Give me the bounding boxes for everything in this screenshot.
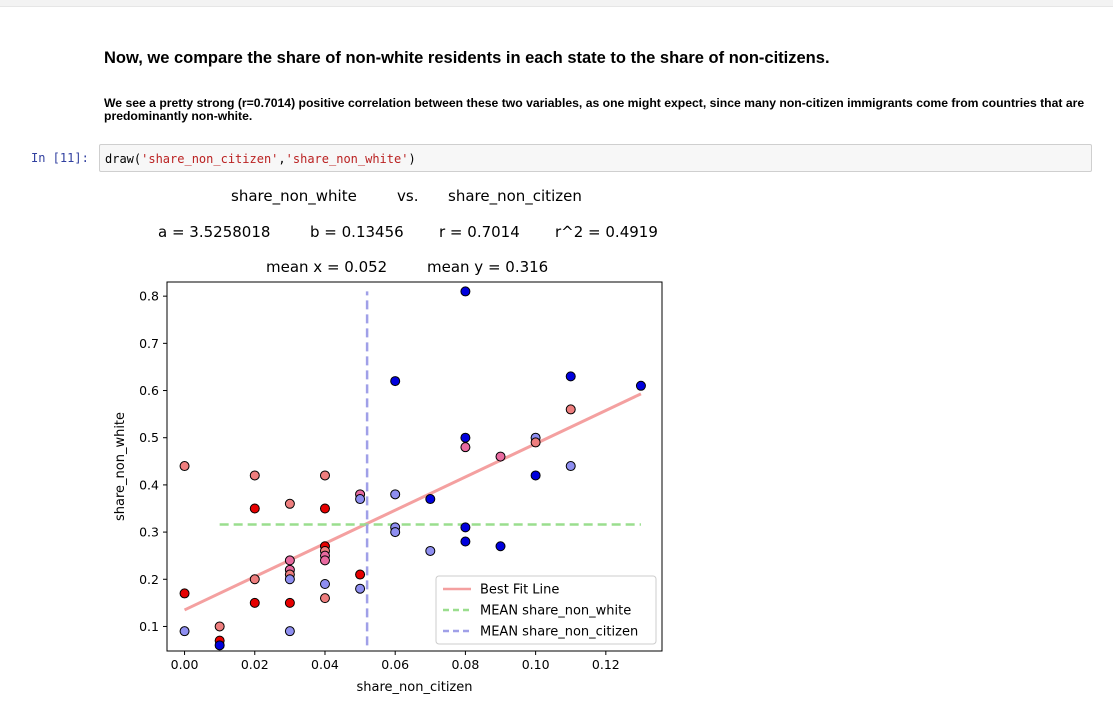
data-point [495, 541, 506, 552]
stats-r: r = 0.7014 [439, 223, 520, 241]
legend-best-fit-label: Best Fit Line [480, 583, 559, 598]
x-axis-label: share_non_citizen [357, 680, 473, 695]
data-point [355, 583, 366, 594]
code-function: draw( [105, 152, 142, 166]
y-tick-label: 0.5 [139, 430, 159, 445]
x-tick-label: 0.04 [311, 657, 339, 672]
notebook-toolbar-edge [0, 0, 1113, 7]
stats-mean-y: mean y = 0.316 [427, 258, 549, 276]
markdown-paragraph: We see a pretty strong (r=0.7014) positi… [104, 96, 1085, 123]
data-point [214, 621, 225, 632]
data-point [249, 574, 260, 585]
y-tick-label: 0.2 [139, 572, 159, 587]
y-tick-label: 0.1 [139, 619, 159, 634]
stats-title-right: share_non_citizen [448, 187, 582, 205]
x-tick-label: 0.08 [451, 657, 479, 672]
data-point [214, 640, 225, 651]
stats-mean-x: mean x = 0.052 [266, 258, 388, 276]
data-point [319, 555, 330, 566]
data-point [284, 574, 295, 585]
stats-r-squared: r^2 = 0.4919 [555, 223, 658, 241]
markdown-heading: Now, we compare the share of non-white r… [104, 49, 830, 67]
data-point [460, 286, 471, 297]
legend-box [435, 575, 657, 645]
code-string-arg1: 'share_non_citizen' [141, 152, 279, 166]
cell-prompt: In [11]: [31, 151, 89, 165]
code-line[interactable]: draw('share_non_citizen','share_non_whit… [105, 152, 416, 166]
data-point [284, 555, 295, 566]
data-point [319, 593, 330, 604]
data-point [565, 404, 576, 415]
data-point [355, 569, 366, 580]
x-tick-label: 0.12 [592, 657, 620, 672]
stats-title-vs: vs. [397, 187, 419, 205]
data-point [425, 494, 436, 505]
data-point [390, 489, 401, 500]
stats-b: b = 0.13456 [310, 223, 404, 241]
x-tick-label: 0.10 [522, 657, 550, 672]
data-point [249, 503, 260, 514]
data-point [425, 545, 436, 556]
data-point [319, 503, 330, 514]
code-cell[interactable]: draw('share_non_citizen','share_non_whit… [99, 144, 1092, 172]
data-point [319, 578, 330, 589]
data-point [179, 626, 190, 637]
data-point [284, 597, 295, 608]
data-point [565, 461, 576, 472]
data-point [390, 527, 401, 538]
data-point [179, 461, 190, 472]
data-point [284, 498, 295, 509]
data-point [284, 626, 295, 637]
y-tick-label: 0.7 [139, 336, 159, 351]
x-tick-label: 0.06 [381, 657, 409, 672]
data-point [355, 494, 366, 505]
x-tick-label: 0.02 [241, 657, 269, 672]
data-point [390, 376, 401, 387]
legend-mean-y-label: MEAN share_non_white [480, 604, 631, 619]
x-tick-label: 0.00 [171, 657, 199, 672]
y-tick-label: 0.3 [139, 525, 159, 540]
stats-a: a = 3.5258018 [158, 223, 271, 241]
data-point [530, 437, 541, 448]
code-close-paren: ) [408, 152, 416, 166]
data-point [460, 442, 471, 453]
plot-frame [166, 281, 663, 652]
data-point [495, 451, 506, 462]
y-tick-label: 0.4 [139, 477, 159, 492]
data-point [530, 470, 541, 481]
legend-mean-x-label: MEAN share_non_citizen [480, 625, 638, 640]
data-point [460, 536, 471, 547]
y-tick-label: 0.6 [139, 383, 159, 398]
stats-title-left: share_non_white [231, 187, 357, 205]
data-point [249, 470, 260, 481]
code-string-arg2: 'share_non_white' [285, 152, 409, 166]
data-point [635, 380, 646, 391]
y-tick-label: 0.8 [139, 289, 159, 304]
code-separator: , [278, 152, 286, 166]
data-point [319, 470, 330, 481]
data-point [460, 432, 471, 443]
data-point [249, 597, 260, 608]
data-point [565, 371, 576, 382]
data-point [179, 588, 190, 599]
y-axis-label: share_non_white [113, 412, 128, 521]
best-fit-line [183, 392, 642, 612]
data-point [460, 522, 471, 533]
